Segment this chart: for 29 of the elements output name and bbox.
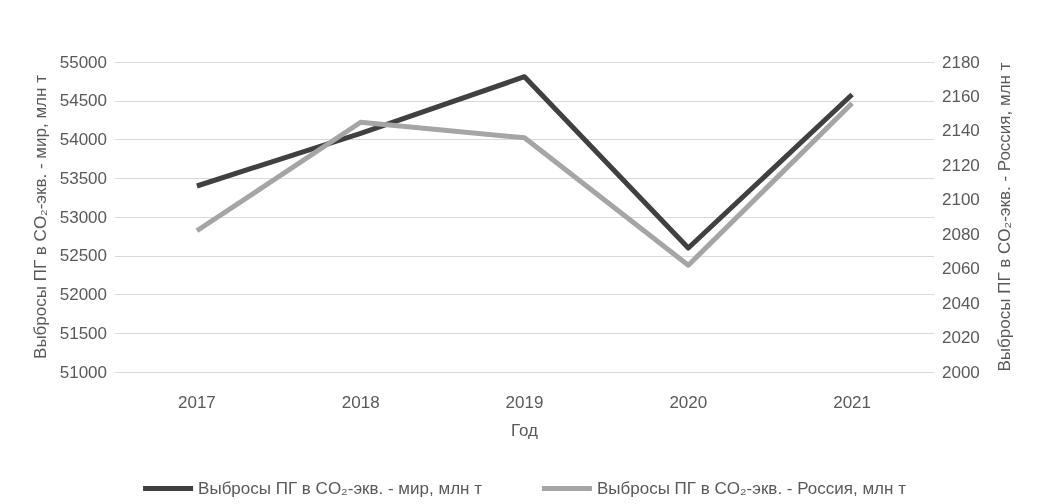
y-tick-label: 54000	[59, 130, 107, 149]
x-tick-label: 2021	[833, 393, 872, 412]
legend-label: Выбросы ПГ в CO₂-экв. - Россия, млн т	[596, 479, 907, 498]
x-tick-label: 2017	[177, 393, 216, 412]
x-tick-label: 2018	[341, 393, 380, 412]
y-tick-label: 55000	[59, 52, 107, 72]
y2-tick-label: 2120	[942, 155, 980, 175]
x-axis-title: Год	[510, 421, 539, 440]
y2-tick-label: 2020	[942, 328, 980, 348]
y2-tick-label: 2040	[942, 293, 980, 313]
x-tick-label: 2020	[669, 393, 708, 412]
y2-tick-label: 2060	[942, 259, 980, 279]
y2-tick-label: 2160	[942, 86, 980, 106]
y2-tick-label: 2000	[942, 362, 980, 382]
y-tick-label: 51500	[59, 323, 107, 343]
legend-label: Выбросы ПГ в CO₂-экв. - мир, млн т	[198, 479, 483, 498]
y-tick-label: 54500	[59, 91, 107, 111]
y2-tick-label: 2080	[942, 224, 980, 244]
y2-tick-label: 2100	[942, 190, 980, 210]
y-axis-title: Выбросы ПГ в CO₂-экв. - мир, млн т	[30, 74, 50, 359]
y-tick-label: 52000	[59, 285, 107, 304]
y-tick-label: 51000	[59, 362, 107, 382]
y2-tick-label: 2180	[942, 52, 980, 72]
y-tick-label: 53000	[59, 207, 107, 227]
y-tick-label: 53500	[59, 168, 107, 188]
x-tick-label: 2019	[505, 393, 544, 412]
y2-axis-title: Выбросы ПГ в CO₂-экв. - Россия, млн т	[995, 62, 1014, 372]
y2-tick-label: 2140	[942, 121, 980, 141]
y-tick-label: 52500	[59, 246, 107, 266]
